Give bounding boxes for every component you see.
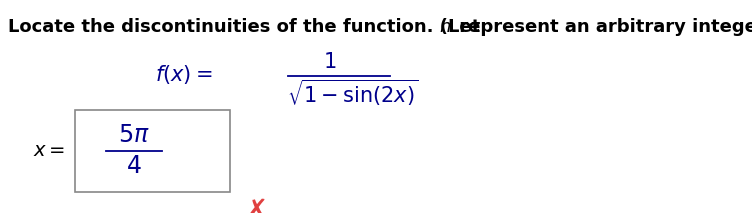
Text: 4: 4 bbox=[126, 154, 141, 178]
Text: Locate the discontinuities of the function. (Let: Locate the discontinuities of the functi… bbox=[8, 18, 487, 36]
Bar bbox=[75, 110, 230, 192]
Text: $5\pi$: $5\pi$ bbox=[118, 123, 150, 147]
Text: $f(x) =$: $f(x) =$ bbox=[155, 63, 212, 86]
Text: $x =$: $x =$ bbox=[33, 141, 65, 161]
Text: represent an arbitrary integer.): represent an arbitrary integer.) bbox=[453, 18, 752, 36]
Text: ✗: ✗ bbox=[245, 197, 268, 213]
Text: $\sqrt{1-\sin(2x)}$: $\sqrt{1-\sin(2x)}$ bbox=[287, 78, 419, 108]
Text: 1: 1 bbox=[323, 52, 337, 72]
Text: $\it{n}$: $\it{n}$ bbox=[439, 18, 451, 36]
